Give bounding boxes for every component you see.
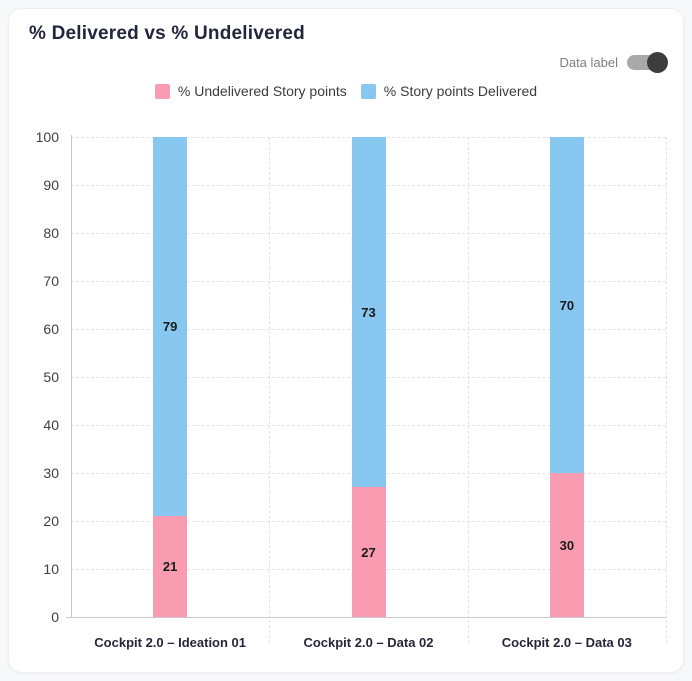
y-axis-tick-label: 40 — [43, 417, 59, 433]
x-axis-category-label: Cockpit 2.0 – Data 03 — [501, 635, 632, 650]
legend: % Undelivered Story points % Story points… — [9, 83, 683, 99]
x-axis-category-label: Cockpit 2.0 – Data 02 — [303, 635, 434, 650]
y-axis-tick-label: 50 — [43, 369, 59, 385]
plot-area: 0 10 20 30 40 50 60 70 80 90 100 79 21 Cockpit 2.0 – … — [9, 9, 683, 672]
bar-value-label: 30 — [559, 537, 575, 553]
bar-value-label: 79 — [162, 319, 178, 335]
bar-segment-delivered[interactable]: 79 — [153, 137, 188, 517]
bar-segment-delivered[interactable]: 70 — [549, 137, 584, 473]
x-axis-category-label: Cockpit 2.0 – Ideation 01 — [94, 635, 247, 650]
bar-stack: 70 30 — [549, 137, 584, 617]
data-label-text: Data label — [559, 55, 618, 70]
bar-value-label: 73 — [361, 304, 376, 320]
legend-item-0[interactable]: % Undelivered Story points — [154, 83, 347, 99]
y-axis-tick-label: 10 — [43, 561, 59, 577]
legend-swatch-icon — [360, 83, 376, 99]
x-axis-line — [66, 617, 666, 618]
y-axis-tick-label: 70 — [43, 273, 59, 289]
bar-segment-undelivered[interactable]: 30 — [549, 473, 584, 617]
gridline-vertical-separator — [666, 137, 667, 643]
chart-card: % Delivered vs % Undelivered Data label … — [8, 8, 684, 673]
gridline-vertical-separator — [467, 137, 469, 643]
bar-segment-delivered[interactable]: 73 — [351, 137, 386, 488]
y-axis-tick-label: 0 — [51, 609, 59, 625]
legend-item-1[interactable]: % Story points Delivered — [360, 83, 538, 99]
y-axis-tick-label: 80 — [43, 225, 59, 241]
legend-swatch-icon — [154, 83, 170, 99]
bar-value-label: 70 — [559, 297, 575, 313]
bar-segment-undelivered[interactable]: 27 — [351, 487, 386, 617]
bar-value-label: 27 — [361, 544, 376, 560]
y-axis-tick-label: 90 — [43, 177, 59, 193]
legend-label: % Story points Delivered — [383, 83, 538, 99]
toggle-knob-icon — [647, 52, 668, 73]
bar-value-label: 21 — [162, 559, 178, 575]
y-axis-tick-label: 20 — [43, 513, 59, 529]
legend-label: % Undelivered Story points — [177, 83, 347, 99]
data-label-toggle[interactable] — [627, 52, 668, 73]
bar-stack: 73 27 — [351, 137, 386, 617]
y-axis-line — [71, 135, 72, 617]
data-label-control: Data label — [559, 52, 668, 73]
y-axis-tick-label: 100 — [35, 129, 59, 145]
y-axis-tick-label: 60 — [43, 321, 59, 337]
chart-title: % Delivered vs % Undelivered — [29, 23, 305, 44]
bar-stack: 79 21 — [153, 137, 188, 617]
gridline-vertical-separator — [269, 137, 271, 643]
y-axis-tick-label: 30 — [43, 465, 59, 481]
bar-segment-undelivered[interactable]: 21 — [153, 516, 188, 617]
